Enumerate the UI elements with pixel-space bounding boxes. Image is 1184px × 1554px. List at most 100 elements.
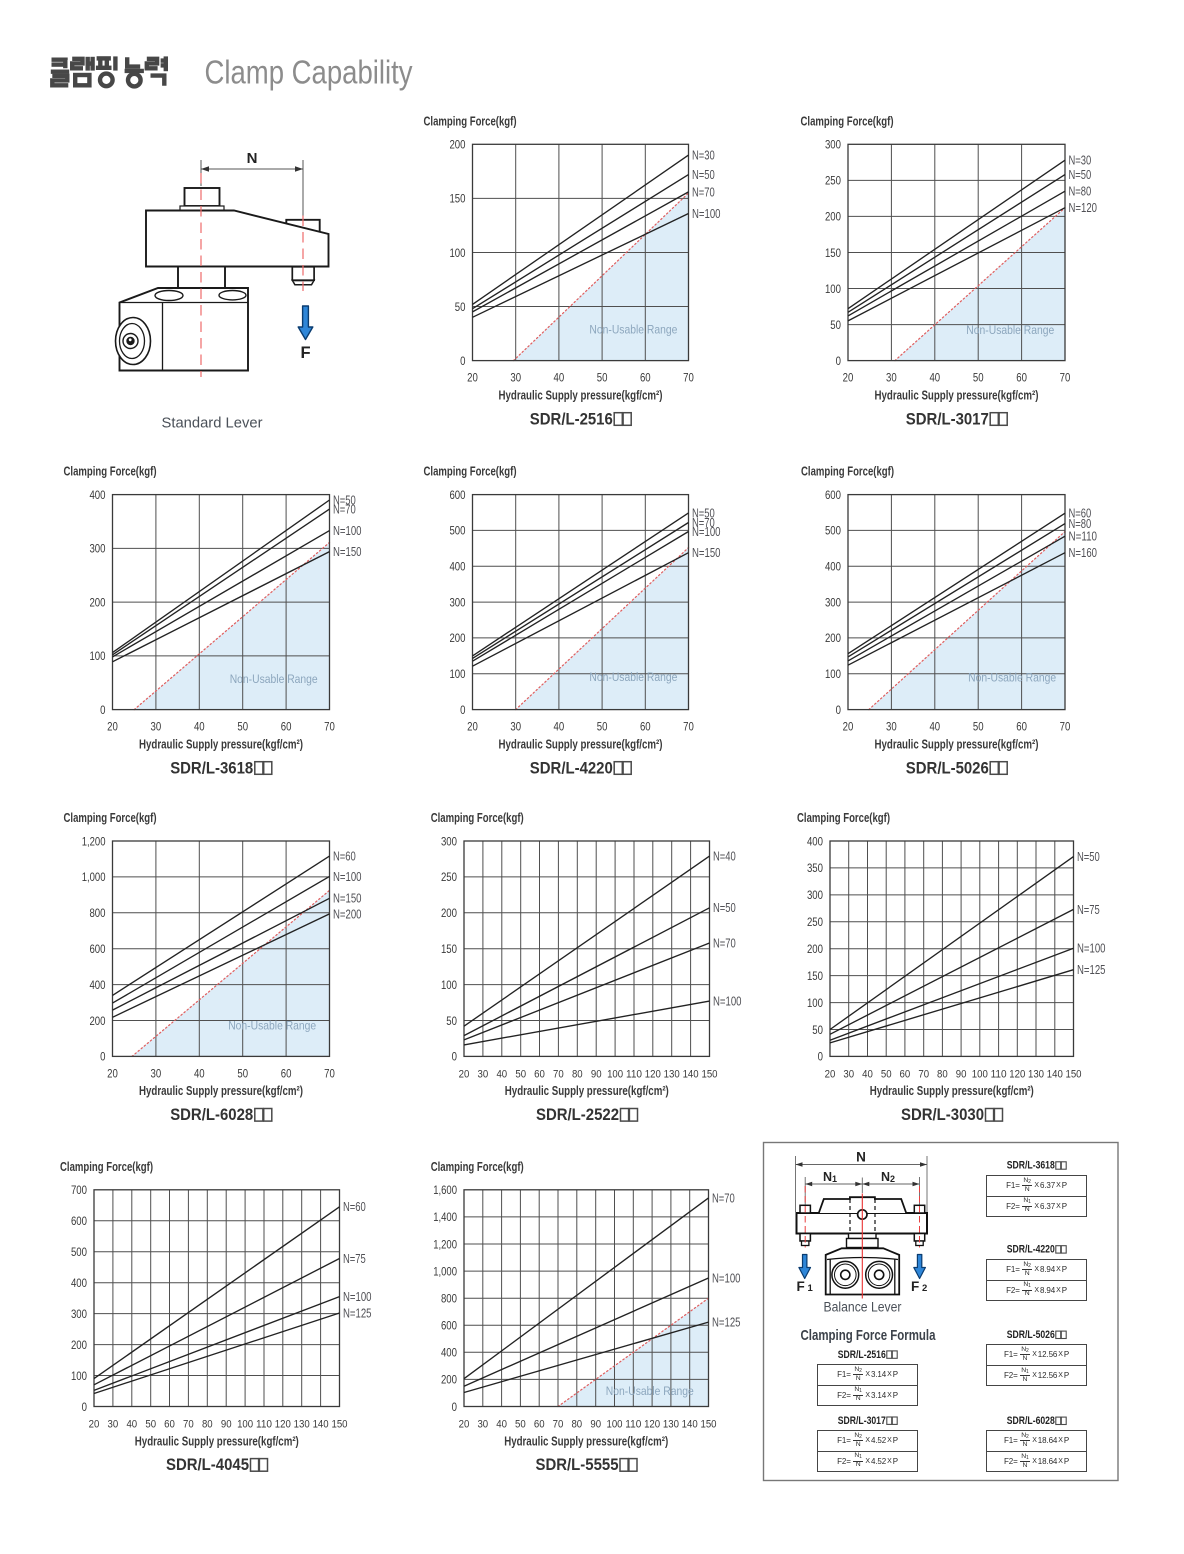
svg-text:100: 100: [972, 1068, 988, 1080]
svg-text:350: 350: [807, 862, 823, 875]
svg-text:110: 110: [625, 1419, 641, 1431]
svg-text:F: F: [911, 1279, 919, 1294]
svg-text:N=100: N=100: [343, 1289, 372, 1304]
svg-text:120: 120: [645, 1068, 661, 1080]
svg-text:Clamping Force(kgf): Clamping Force(kgf): [64, 464, 157, 479]
svg-text:1,200: 1,200: [82, 835, 106, 848]
svg-text:90: 90: [590, 1419, 601, 1431]
svg-text:Clamping Force(kgf): Clamping Force(kgf): [801, 464, 894, 479]
svg-text:20: 20: [459, 1068, 470, 1080]
svg-text:20: 20: [467, 721, 478, 734]
svg-text:0: 0: [818, 1051, 823, 1064]
svg-text:40: 40: [496, 1419, 507, 1431]
svg-text:400: 400: [71, 1277, 87, 1290]
svg-text:250: 250: [441, 871, 457, 884]
svg-text:30: 30: [151, 721, 162, 734]
svg-text:F: F: [797, 1279, 805, 1294]
svg-text:400: 400: [449, 561, 465, 574]
svg-text:150: 150: [807, 970, 823, 983]
svg-text:200: 200: [441, 1374, 457, 1387]
svg-text:50: 50: [515, 1068, 526, 1080]
svg-text:20: 20: [467, 372, 478, 385]
svg-text:N=80: N=80: [1069, 516, 1092, 531]
svg-text:50: 50: [597, 372, 608, 385]
svg-text:N=80: N=80: [1069, 184, 1092, 199]
svg-text:400: 400: [89, 979, 105, 992]
svg-text:150: 150: [1065, 1068, 1081, 1080]
svg-text:100: 100: [449, 247, 465, 260]
svg-text:Hydraulic Supply pressure(kgf/: Hydraulic Supply pressure(kgf/cm²): [870, 1083, 1034, 1098]
svg-text:SDR/L-3017: SDR/L-3017: [906, 409, 989, 428]
svg-text:1,200: 1,200: [433, 1238, 457, 1251]
svg-text:N=60: N=60: [333, 849, 356, 864]
svg-text:0: 0: [82, 1401, 87, 1414]
svg-text:70: 70: [183, 1419, 194, 1431]
svg-text:SDR/L-6028: SDR/L-6028: [170, 1105, 253, 1124]
svg-text:600: 600: [441, 1320, 457, 1333]
svg-text:Hydraulic Supply pressure(kgf/: Hydraulic Supply pressure(kgf/cm²): [875, 736, 1039, 751]
svg-text:60: 60: [1016, 372, 1027, 385]
svg-text:N=75: N=75: [1077, 902, 1100, 917]
svg-text:600: 600: [71, 1215, 87, 1228]
svg-text:Hydraulic Supply pressure(kgf/: Hydraulic Supply pressure(kgf/cm²): [504, 1433, 668, 1448]
svg-text:SDR/L-4045: SDR/L-4045: [166, 1455, 249, 1474]
svg-text:200: 200: [449, 139, 465, 152]
svg-text:Standard Lever: Standard Lever: [162, 416, 263, 432]
svg-text:N: N: [856, 1150, 866, 1165]
svg-text:Balance Lever: Balance Lever: [824, 1300, 902, 1315]
svg-text:60: 60: [900, 1068, 911, 1080]
svg-text:800: 800: [441, 1293, 457, 1306]
svg-text:N=75: N=75: [343, 1251, 366, 1266]
svg-text:130: 130: [663, 1419, 679, 1431]
svg-text:70: 70: [683, 721, 694, 734]
svg-text:N=110: N=110: [1069, 529, 1098, 544]
svg-text:Clamping Force(kgf): Clamping Force(kgf): [424, 464, 517, 479]
svg-text:50: 50: [455, 301, 466, 314]
svg-text:20: 20: [825, 1068, 836, 1080]
svg-text:250: 250: [807, 916, 823, 929]
svg-text:Hydraulic Supply pressure(kgf/: Hydraulic Supply pressure(kgf/cm²): [499, 387, 663, 402]
svg-text:300: 300: [71, 1308, 87, 1321]
svg-text:SDR/L-3618: SDR/L-3618: [170, 758, 253, 777]
svg-text:Hydraulic Supply pressure(kgf/: Hydraulic Supply pressure(kgf/cm²): [135, 1433, 299, 1448]
svg-text:300: 300: [89, 543, 105, 556]
svg-text:Hydraulic Supply pressure(kgf/: Hydraulic Supply pressure(kgf/cm²): [505, 1083, 669, 1098]
svg-text:0: 0: [452, 1051, 457, 1064]
svg-text:N=125: N=125: [712, 1315, 741, 1330]
svg-text:90: 90: [591, 1068, 602, 1080]
svg-text:50: 50: [237, 1067, 248, 1080]
svg-text:Non-Usable Range: Non-Usable Range: [228, 1019, 316, 1033]
svg-text:500: 500: [825, 525, 841, 538]
svg-text:50: 50: [812, 1024, 823, 1037]
svg-text:60: 60: [281, 1067, 292, 1080]
svg-text:0: 0: [460, 704, 465, 717]
svg-text:70: 70: [324, 721, 335, 734]
svg-text:N=70: N=70: [692, 184, 715, 199]
svg-text:500: 500: [71, 1246, 87, 1259]
svg-text:Clamping Force(kgf): Clamping Force(kgf): [424, 113, 517, 128]
svg-text:400: 400: [441, 1347, 457, 1360]
svg-text:Clamping Force(kgf): Clamping Force(kgf): [60, 1159, 153, 1174]
svg-text:110: 110: [991, 1068, 1007, 1080]
svg-text:70: 70: [324, 1067, 335, 1080]
svg-text:Clamping Force(kgf): Clamping Force(kgf): [431, 810, 524, 825]
svg-text:N=150: N=150: [333, 544, 362, 559]
svg-text:30: 30: [510, 721, 521, 734]
svg-text:40: 40: [929, 372, 940, 385]
svg-text:60: 60: [534, 1419, 545, 1431]
svg-text:80: 80: [572, 1068, 583, 1080]
svg-text:0: 0: [460, 355, 465, 368]
svg-text:100: 100: [825, 283, 841, 296]
svg-text:200: 200: [825, 211, 841, 224]
svg-text:60: 60: [281, 721, 292, 734]
svg-text:250: 250: [825, 175, 841, 188]
svg-text:60: 60: [640, 372, 651, 385]
svg-text:Clamping Force(kgf): Clamping Force(kgf): [431, 1159, 524, 1174]
svg-text:30: 30: [843, 1068, 854, 1080]
svg-text:SDR/L-4220: SDR/L-4220: [1007, 1244, 1055, 1256]
svg-text:Non-Usable Range: Non-Usable Range: [966, 323, 1054, 337]
svg-text:30: 30: [108, 1419, 119, 1431]
svg-text:300: 300: [449, 596, 465, 609]
svg-text:100: 100: [237, 1419, 253, 1431]
svg-text:120: 120: [644, 1419, 660, 1431]
